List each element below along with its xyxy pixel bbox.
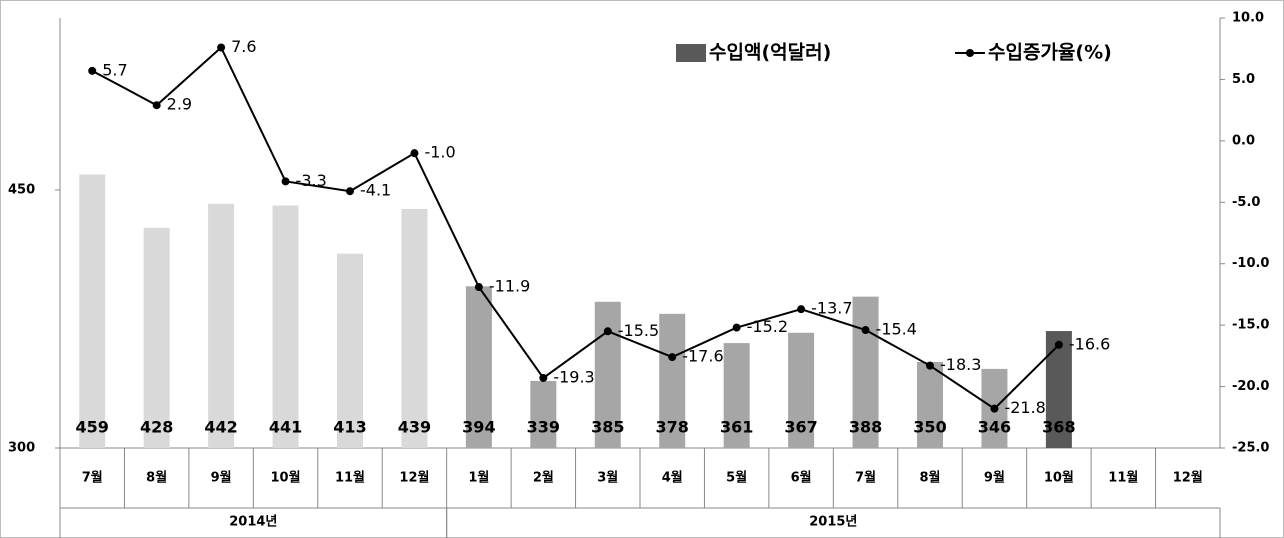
y2-tick-label: -10.0 [1232,256,1269,271]
line-label: -16.6 [1069,334,1110,353]
bar [917,362,943,448]
line-point [732,323,741,332]
bar [659,313,686,448]
line-label: -21.8 [1004,398,1045,417]
bar [401,208,428,448]
y2-tick-label: 10.0 [1232,11,1264,26]
x-tick-label: 9월 [984,470,1005,486]
y-tick-label: 450 [8,183,35,198]
x-tick-label: 1월 [468,470,489,486]
line-point [539,373,548,382]
bar [465,286,492,448]
bar [788,332,815,448]
bar [723,343,750,448]
line [91,45,1060,410]
bar-label: 378 [656,418,689,437]
line-point [217,43,226,52]
line-point [797,305,806,314]
x-tick-label: 5월 [726,470,747,486]
bar-label: 394 [462,418,495,437]
x-tick-label: 10월 [1044,470,1074,486]
x-tick-label: 11월 [335,470,365,486]
y2-tick-label: -20.0 [1232,379,1269,394]
line-point [1054,340,1063,349]
line-point [281,177,290,186]
line-label: 7.6 [231,37,256,56]
line-point [603,327,612,336]
line-label: -15.5 [618,321,659,340]
x-tick-label: 8월 [146,470,167,486]
bar [337,253,363,448]
y-tick-label: 300 [8,441,35,456]
bar [1045,331,1072,448]
bar-label: 413 [333,418,366,437]
bar-label: 339 [527,418,560,437]
bar-label: 442 [204,418,237,437]
y2-tick-label: 5.0 [1232,72,1255,87]
line-point [474,283,483,292]
line-label: -11.9 [489,277,530,296]
bar [594,301,621,448]
group-label: 2014년 [229,515,277,530]
line-label: -17.6 [682,347,723,366]
line-label: -13.7 [811,299,852,318]
x-tick-label: 3월 [597,470,618,486]
x-tick-label: 12월 [1173,470,1203,486]
line-label: -19.3 [553,367,594,386]
legend-label: 수입증가율(%) [988,42,1112,64]
x-tick-label: 8월 [919,470,940,486]
bar-label: 459 [76,418,109,437]
bar-label: 439 [398,418,431,437]
line-point [88,66,97,75]
x-tick-label: 11월 [1108,470,1138,486]
x-tick-label: 2월 [533,470,554,486]
x-tick-label: 4월 [662,470,683,486]
x-tick-label: 10월 [271,470,301,486]
bar-label: 361 [720,418,753,437]
line-point [990,404,999,413]
bar [272,205,299,448]
bar [530,380,557,448]
x-tick-label: 7월 [82,470,103,486]
bar [79,174,106,448]
bar [143,227,170,448]
bar [208,203,235,448]
bar-label: 367 [784,418,817,437]
line-label: 5.7 [102,60,127,79]
line-label: -15.2 [747,317,788,336]
bar [852,296,879,448]
bar-label: 428 [140,418,173,437]
bar-label: 346 [978,418,1011,437]
x-tick-label: 9월 [211,470,232,486]
y2-tick-label: 0.0 [1232,133,1255,148]
bar-label: 388 [849,418,882,437]
line-label: -3.3 [296,171,327,190]
line-point [152,101,161,110]
bar-label: 441 [269,418,302,437]
line-label: -4.1 [360,181,391,200]
legend-label: 수입액(억달러) [709,42,831,64]
group-label: 2015년 [809,515,857,530]
legend-point [966,49,974,57]
line-point [410,149,419,158]
y2-tick-label: -5.0 [1232,195,1260,210]
line-label: -18.3 [940,355,981,374]
y2-tick-label: -25.0 [1232,441,1269,456]
bar-label: 350 [913,418,946,437]
line-point [861,326,870,335]
x-tick-label: 6월 [791,470,812,486]
line-point [668,353,677,362]
y2-tick-label: -15.0 [1232,318,1269,333]
line-label: -15.4 [876,320,917,339]
line-point [926,361,934,370]
bar-label: 385 [591,418,624,437]
line-point [346,187,354,196]
line-label: 2.9 [167,95,192,114]
line-label: -1.0 [424,143,455,162]
x-tick-label: 7월 [855,470,876,486]
legend-swatch [676,44,706,62]
x-tick-label: 12월 [399,470,429,486]
bar-label: 368 [1042,418,1075,437]
